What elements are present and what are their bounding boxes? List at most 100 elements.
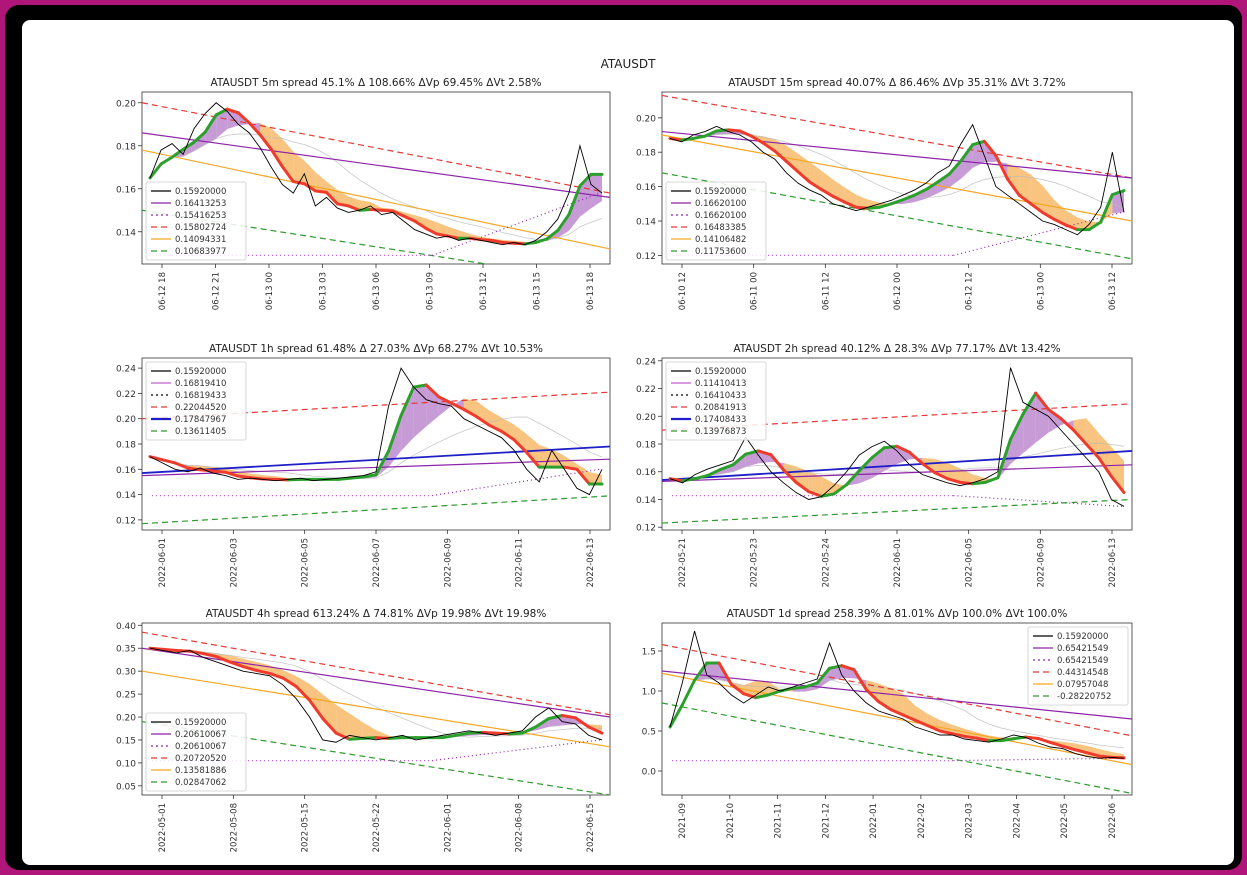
ma-fill bbox=[293, 151, 305, 184]
trend-line bbox=[142, 445, 610, 474]
ma-segment bbox=[926, 724, 942, 733]
legend-label: 0.20720520 bbox=[175, 754, 226, 764]
dotted-rise bbox=[432, 468, 601, 497]
ma-segment bbox=[462, 407, 478, 419]
chart-title: ATAUSDT 1h spread 61.48% Δ 27.03% ΔVp 68… bbox=[209, 343, 543, 355]
ma-segment bbox=[843, 200, 858, 209]
ma-segment bbox=[525, 450, 541, 469]
ma-fill bbox=[1023, 393, 1036, 454]
legend: 0.15920000 0.65421549 0.65421549 0.44314548… bbox=[1027, 626, 1129, 706]
ma-segment bbox=[361, 473, 378, 479]
ma-segment bbox=[170, 147, 185, 159]
x-tick-label: 2022-06-03 bbox=[229, 538, 239, 587]
ma-segment bbox=[693, 473, 710, 481]
ma-fill bbox=[458, 230, 470, 239]
legend-box bbox=[1027, 626, 1129, 706]
dotted-rise bbox=[953, 211, 1123, 256]
ma-fill bbox=[205, 114, 217, 145]
figure-title: ATAUSDT bbox=[600, 57, 656, 71]
trend-line bbox=[662, 403, 1132, 431]
ma-segment bbox=[950, 732, 966, 738]
x-tick-label: 06-13 15 bbox=[533, 272, 543, 310]
ma-segment bbox=[815, 666, 832, 685]
legend-label: 0.02847062 bbox=[175, 778, 226, 788]
ma-segment bbox=[281, 676, 298, 688]
legend-label: -0.28220752 bbox=[1057, 692, 1111, 702]
series-group bbox=[662, 367, 1132, 524]
legend-label: 0.16483385 bbox=[695, 223, 746, 233]
ma-fill bbox=[514, 424, 527, 453]
ma-segment bbox=[718, 463, 735, 471]
legend-label: 0.65421549 bbox=[1057, 656, 1108, 666]
trend-line bbox=[142, 647, 610, 718]
ma-segment bbox=[560, 713, 577, 720]
trend-line bbox=[142, 495, 610, 525]
y-tick-label: 0.12 bbox=[636, 252, 656, 262]
ma-segment bbox=[268, 671, 285, 680]
legend-label: 0.07957048 bbox=[1057, 680, 1108, 690]
ma-segment bbox=[159, 155, 174, 166]
legend: 0.15920000 0.11410413 0.16410433 0.20841913… bbox=[665, 361, 767, 441]
ma-segment bbox=[908, 450, 924, 465]
ma-segment bbox=[269, 147, 284, 169]
legend: 0.15920000 0.16413253 0.15416253 0.15802724… bbox=[145, 181, 247, 261]
ma-segment bbox=[1024, 735, 1040, 740]
x-tick-label: 2022-05-22 bbox=[372, 803, 382, 852]
ma-segment bbox=[534, 717, 551, 729]
x-tick-label: 06-12 12 bbox=[965, 272, 975, 310]
ma-fill bbox=[463, 398, 477, 417]
ma-segment bbox=[334, 731, 351, 741]
ma-fill bbox=[401, 387, 414, 451]
legend-label: 0.15920000 bbox=[1057, 632, 1108, 642]
ma-segment bbox=[507, 731, 524, 736]
ma-segment bbox=[878, 202, 893, 209]
ma-fill bbox=[362, 722, 376, 739]
ma-segment bbox=[223, 470, 240, 478]
ma-segment bbox=[668, 703, 684, 729]
ma-fill bbox=[884, 446, 897, 471]
ma-segment bbox=[1052, 217, 1068, 227]
ma-segment bbox=[749, 134, 765, 145]
dotted-rise bbox=[432, 739, 601, 762]
ma-segment bbox=[437, 395, 453, 405]
ma-fill bbox=[903, 693, 916, 721]
ma-segment bbox=[982, 139, 998, 158]
ma-segment bbox=[412, 383, 428, 389]
ma-segment bbox=[399, 385, 416, 417]
x-tick-label: 2022-06-07 bbox=[372, 538, 382, 587]
legend-label: 0.15920000 bbox=[695, 187, 746, 197]
y-tick-label: 0.14 bbox=[636, 218, 656, 228]
ma-segment bbox=[828, 664, 844, 670]
ma-segment bbox=[962, 734, 979, 740]
x-tick-label: 2022-05-15 bbox=[301, 803, 311, 852]
ma-segment bbox=[520, 725, 538, 735]
x-tick-label: 06-11 00 bbox=[750, 272, 760, 310]
ma-segment bbox=[192, 130, 207, 144]
ma-segment bbox=[374, 449, 391, 477]
ma-segment bbox=[933, 471, 949, 481]
ma-segment bbox=[186, 466, 202, 472]
chart-title: ATAUSDT 5m spread 45.1% Δ 108.66% ΔVp 69… bbox=[211, 77, 542, 89]
x-tick-label: 06-13 03 bbox=[319, 272, 329, 310]
ma-segment bbox=[313, 189, 328, 194]
x-tick-label: 06-13 00 bbox=[265, 272, 275, 310]
price-line bbox=[149, 367, 603, 496]
y-tick-label: 0.22 bbox=[636, 385, 656, 395]
ma-segment bbox=[996, 437, 1012, 480]
ma-segment bbox=[971, 480, 987, 486]
legend-label: 0.14094331 bbox=[175, 235, 226, 245]
chart-panel-3: ATAUSDT 1h spread 61.48% Δ 27.03% ΔVp 68… bbox=[116, 343, 611, 587]
x-tick-label: 2022-06-05 bbox=[301, 538, 311, 587]
x-tick-label: 06-13 06 bbox=[372, 272, 382, 310]
ma-segment bbox=[796, 170, 812, 184]
x-tick-label: 2022-02 bbox=[917, 803, 927, 839]
ma-segment bbox=[870, 446, 886, 460]
x-tick-label: 2021-11 bbox=[774, 803, 784, 839]
ma-segment bbox=[971, 139, 986, 147]
ma-segment bbox=[882, 444, 899, 450]
y-tick-label: 1.0 bbox=[642, 688, 657, 698]
ma-segment bbox=[161, 458, 177, 465]
ma-segment bbox=[247, 121, 262, 137]
ma-segment bbox=[1006, 177, 1021, 197]
legend: 0.15920000 0.20610067 0.20610067 0.20720520… bbox=[145, 712, 247, 792]
